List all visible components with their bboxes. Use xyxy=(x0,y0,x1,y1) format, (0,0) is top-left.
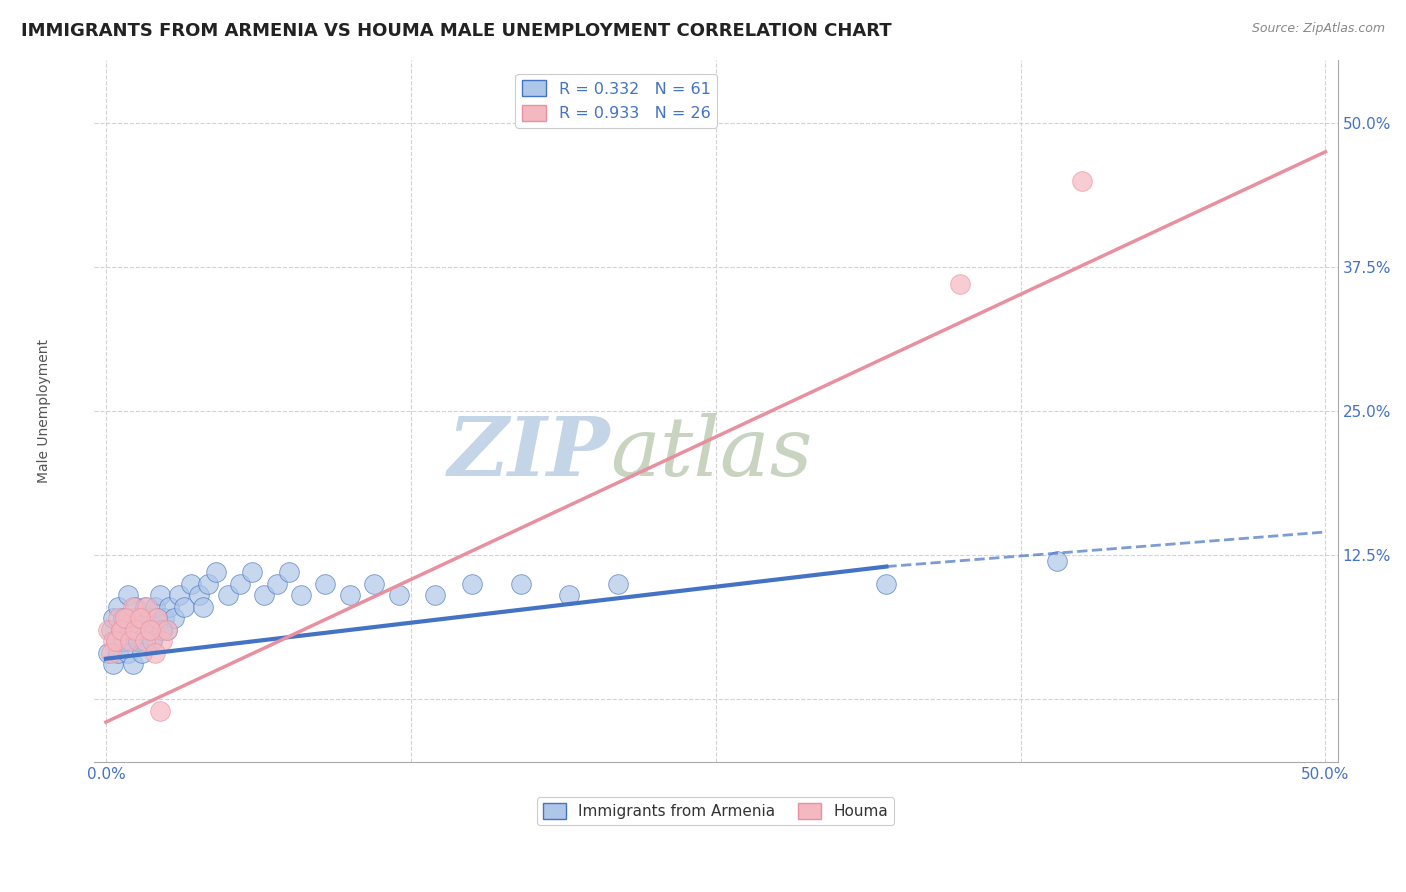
Text: ZIP: ZIP xyxy=(447,413,610,493)
Point xyxy=(139,623,162,637)
Point xyxy=(146,611,169,625)
Point xyxy=(111,634,134,648)
Point xyxy=(290,588,312,602)
Point xyxy=(104,634,127,648)
Point xyxy=(173,599,195,614)
Point xyxy=(558,588,581,602)
Point xyxy=(156,623,179,637)
Point xyxy=(121,599,143,614)
Point xyxy=(204,566,226,580)
Point xyxy=(100,623,122,637)
Point xyxy=(461,577,484,591)
Point xyxy=(167,588,190,602)
Point xyxy=(253,588,276,602)
Point xyxy=(150,634,173,648)
Point xyxy=(146,611,169,625)
Point xyxy=(136,623,159,637)
Point xyxy=(607,577,630,591)
Text: IMMIGRANTS FROM ARMENIA VS HOUMA MALE UNEMPLOYMENT CORRELATION CHART: IMMIGRANTS FROM ARMENIA VS HOUMA MALE UN… xyxy=(21,22,891,40)
Point xyxy=(1070,173,1092,187)
Point xyxy=(111,623,134,637)
Point xyxy=(141,634,163,648)
Point xyxy=(187,588,209,602)
Point xyxy=(100,646,122,660)
Point xyxy=(143,646,166,660)
Point xyxy=(229,577,252,591)
Point xyxy=(120,634,142,648)
Text: atlas: atlas xyxy=(610,413,813,493)
Point xyxy=(127,623,149,637)
Point xyxy=(103,634,125,648)
Point xyxy=(150,623,173,637)
Point xyxy=(134,634,156,648)
Point xyxy=(131,646,153,660)
Point xyxy=(97,646,120,660)
Point xyxy=(127,634,149,648)
Point xyxy=(363,577,385,591)
Point xyxy=(425,588,447,602)
Point xyxy=(114,611,136,625)
Point xyxy=(509,577,531,591)
Point xyxy=(314,577,336,591)
Point xyxy=(107,599,129,614)
Point xyxy=(124,623,146,637)
Text: Male Unemployment: Male Unemployment xyxy=(37,339,51,483)
Point xyxy=(197,577,219,591)
Point xyxy=(1046,554,1069,568)
Point xyxy=(121,657,143,672)
Point xyxy=(127,634,149,648)
Point xyxy=(110,623,132,637)
Point xyxy=(948,277,970,292)
Point xyxy=(193,599,215,614)
Point xyxy=(156,623,179,637)
Point xyxy=(104,634,127,648)
Text: Source: ZipAtlas.com: Source: ZipAtlas.com xyxy=(1251,22,1385,36)
Point xyxy=(139,611,162,625)
Point xyxy=(103,611,125,625)
Point xyxy=(217,588,239,602)
Point xyxy=(875,577,897,591)
Point xyxy=(153,611,176,625)
Point xyxy=(107,646,129,660)
Point xyxy=(387,588,409,602)
Point xyxy=(131,611,153,625)
Point xyxy=(110,623,132,637)
Point xyxy=(121,611,143,625)
Point xyxy=(129,623,152,637)
Point xyxy=(131,611,153,625)
Point xyxy=(103,657,125,672)
Point xyxy=(111,611,134,625)
Point xyxy=(141,623,163,637)
Point xyxy=(136,623,159,637)
Point xyxy=(120,623,142,637)
Point xyxy=(117,588,139,602)
Legend: Immigrants from Armenia, Houma: Immigrants from Armenia, Houma xyxy=(537,797,894,825)
Point xyxy=(117,646,139,660)
Point xyxy=(97,623,120,637)
Point xyxy=(277,566,299,580)
Point xyxy=(180,577,202,591)
Point xyxy=(117,611,139,625)
Point xyxy=(148,704,170,718)
Point xyxy=(240,566,263,580)
Point xyxy=(134,599,156,614)
Point xyxy=(148,588,170,602)
Point xyxy=(163,611,186,625)
Point xyxy=(157,599,180,614)
Point xyxy=(143,599,166,614)
Point xyxy=(129,611,152,625)
Point xyxy=(107,611,129,625)
Point xyxy=(141,634,163,648)
Point xyxy=(114,634,136,648)
Point xyxy=(266,577,288,591)
Point xyxy=(339,588,361,602)
Point xyxy=(136,599,159,614)
Point xyxy=(124,599,146,614)
